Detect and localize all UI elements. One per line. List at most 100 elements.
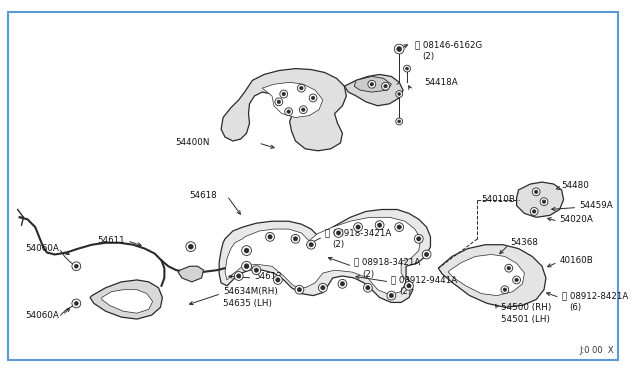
Circle shape	[414, 234, 423, 243]
Circle shape	[337, 231, 340, 235]
Circle shape	[404, 65, 410, 72]
Text: 40160B: 40160B	[559, 256, 593, 265]
Text: (2): (2)	[399, 287, 412, 296]
Circle shape	[394, 44, 404, 54]
Polygon shape	[262, 82, 323, 118]
Polygon shape	[102, 290, 152, 313]
Circle shape	[381, 82, 389, 90]
Circle shape	[276, 278, 280, 282]
Circle shape	[244, 248, 249, 253]
Circle shape	[397, 93, 401, 96]
Text: 54613: 54613	[254, 272, 282, 280]
Circle shape	[375, 221, 384, 230]
Circle shape	[309, 243, 314, 247]
Circle shape	[364, 283, 372, 292]
Polygon shape	[178, 266, 204, 282]
Text: 54634M(RH): 54634M(RH)	[223, 287, 278, 296]
Circle shape	[515, 278, 518, 282]
Circle shape	[74, 264, 78, 268]
Circle shape	[280, 90, 287, 98]
Text: Ⓝ 08918-3421A: Ⓝ 08918-3421A	[325, 228, 391, 237]
Circle shape	[275, 98, 283, 106]
Text: (2): (2)	[362, 270, 374, 279]
Text: 54480: 54480	[561, 182, 589, 190]
Circle shape	[424, 252, 429, 257]
Circle shape	[397, 225, 401, 229]
Circle shape	[542, 200, 546, 203]
Circle shape	[540, 198, 548, 206]
Circle shape	[501, 286, 509, 294]
Circle shape	[301, 108, 305, 112]
Text: 54611: 54611	[98, 236, 125, 245]
Circle shape	[365, 286, 370, 290]
Polygon shape	[90, 280, 163, 319]
Circle shape	[298, 84, 305, 92]
Circle shape	[407, 283, 411, 288]
Circle shape	[72, 299, 81, 308]
Circle shape	[321, 286, 325, 290]
Circle shape	[406, 67, 408, 70]
Circle shape	[293, 237, 298, 241]
Circle shape	[422, 250, 431, 259]
Circle shape	[277, 100, 280, 104]
Circle shape	[397, 46, 402, 51]
Circle shape	[417, 237, 421, 241]
Text: 54060A: 54060A	[25, 244, 59, 253]
Text: 54618: 54618	[189, 191, 217, 200]
Polygon shape	[354, 76, 391, 92]
Text: Ⓑ 08146-6162G: Ⓑ 08146-6162G	[415, 41, 482, 49]
Polygon shape	[516, 182, 564, 217]
Text: Ⓝ 08912-9441A: Ⓝ 08912-9441A	[391, 275, 458, 285]
Circle shape	[307, 240, 316, 249]
Circle shape	[291, 234, 300, 243]
Text: 54635 (LH): 54635 (LH)	[223, 299, 272, 308]
Text: J:0 00  X: J:0 00 X	[580, 346, 614, 355]
Circle shape	[368, 80, 376, 88]
Circle shape	[338, 279, 347, 288]
Circle shape	[234, 272, 243, 280]
Circle shape	[309, 94, 317, 102]
Circle shape	[254, 268, 259, 272]
Circle shape	[285, 108, 292, 116]
Circle shape	[237, 274, 241, 278]
Circle shape	[300, 86, 303, 90]
Circle shape	[532, 188, 540, 196]
Circle shape	[532, 210, 536, 213]
Polygon shape	[221, 68, 346, 151]
Text: 54459A: 54459A	[579, 201, 613, 210]
Text: 54020A: 54020A	[559, 215, 593, 224]
Circle shape	[340, 282, 344, 286]
Circle shape	[311, 96, 315, 100]
Circle shape	[186, 242, 196, 251]
Circle shape	[370, 83, 374, 86]
Text: 54368: 54368	[511, 238, 539, 247]
Text: 54010B: 54010B	[481, 195, 515, 204]
Circle shape	[295, 285, 304, 294]
Circle shape	[282, 92, 285, 96]
Circle shape	[378, 223, 382, 227]
Circle shape	[74, 301, 78, 305]
Circle shape	[297, 288, 301, 292]
Text: 54418A: 54418A	[424, 78, 458, 87]
Circle shape	[242, 246, 252, 256]
Text: Ⓝ 08918-3421A: Ⓝ 08918-3421A	[354, 258, 420, 267]
Text: (2): (2)	[422, 52, 435, 61]
Polygon shape	[225, 217, 420, 295]
Circle shape	[513, 276, 520, 284]
Text: (6): (6)	[570, 303, 582, 312]
Text: Ⓝ 08912-8421A: Ⓝ 08912-8421A	[561, 291, 628, 300]
Circle shape	[396, 118, 403, 125]
Circle shape	[319, 283, 327, 292]
Circle shape	[300, 106, 307, 113]
Circle shape	[334, 228, 343, 237]
Circle shape	[266, 232, 275, 241]
Polygon shape	[344, 74, 403, 106]
Text: 54400N: 54400N	[175, 138, 209, 147]
Circle shape	[244, 264, 249, 269]
Polygon shape	[448, 254, 524, 296]
Circle shape	[354, 223, 362, 231]
Circle shape	[389, 294, 394, 298]
Circle shape	[396, 91, 403, 97]
Circle shape	[404, 281, 413, 290]
Text: 54060A: 54060A	[25, 311, 59, 320]
